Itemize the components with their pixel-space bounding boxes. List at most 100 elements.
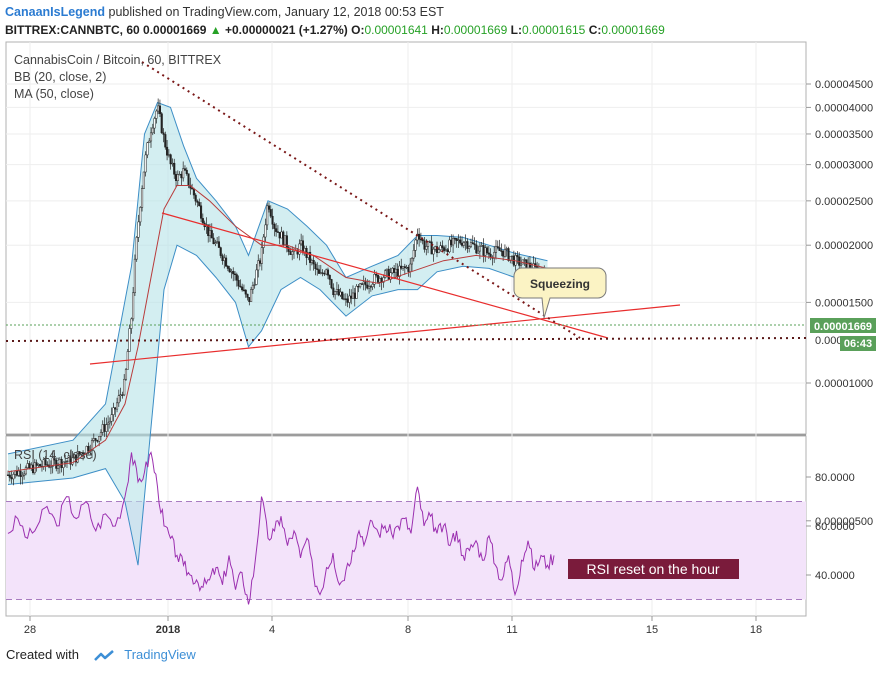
candle-body — [409, 263, 412, 272]
price-pane-frame — [5, 41, 807, 435]
x-tick-label: 15 — [646, 624, 658, 636]
descending-trendline[interactable] — [161, 212, 609, 339]
tradingview-cloud-icon — [93, 649, 114, 661]
candle-body — [384, 270, 387, 278]
candle-body — [326, 269, 330, 276]
candle-body — [298, 243, 301, 255]
candle-body — [405, 266, 408, 269]
candle-body — [183, 168, 187, 171]
y-tick-label: 0.00001000 — [815, 378, 873, 390]
candle-body — [12, 474, 15, 480]
candle-body — [8, 474, 11, 478]
candle-body — [460, 242, 464, 246]
ma-legend[interactable]: MA (50, close) — [14, 87, 94, 101]
candle-body — [316, 268, 319, 270]
candle-body — [258, 260, 262, 264]
candle-body — [335, 289, 338, 292]
candle-body — [441, 245, 444, 248]
candle-body — [344, 298, 347, 300]
candle-body — [341, 291, 344, 300]
candle-body — [210, 230, 213, 239]
candle-body — [287, 247, 290, 252]
author-link[interactable]: CanaanIsLegend — [5, 5, 106, 19]
y-tick-label: 0.00003000 — [815, 160, 873, 172]
candle-body — [117, 395, 120, 404]
candle-body — [212, 237, 215, 245]
candle-body — [355, 285, 358, 299]
y-tick-label: 0.00002500 — [815, 196, 873, 208]
candle-body — [214, 242, 217, 245]
candle-body — [362, 281, 365, 285]
candle-body — [502, 250, 505, 257]
candle-body — [425, 246, 428, 250]
candle-body — [332, 287, 335, 296]
candle-body — [271, 215, 274, 225]
candle-body — [480, 245, 483, 247]
partial-axis-label: 0.000 — [815, 335, 843, 347]
candle-body — [500, 250, 503, 252]
candle-body — [253, 284, 256, 286]
candle-body — [57, 465, 60, 469]
candle-body — [192, 188, 195, 196]
rsi-note[interactable]: RSI reset on the hour — [568, 559, 739, 579]
candle-body — [153, 118, 156, 129]
chart-canvas[interactable]: 0.00000500 0.00001000 0.00001500 0.00002000… — [0, 0, 884, 640]
candle-body — [241, 286, 244, 291]
candle-body — [444, 249, 447, 251]
x-tick-label: 4 — [269, 624, 275, 636]
candle-body — [448, 239, 451, 253]
time-x-axis: 28 2018 4 8 11 15 18 — [24, 616, 762, 636]
candle-body — [178, 173, 181, 176]
dotted-support-line[interactable] — [5, 337, 807, 342]
candle-body — [337, 289, 340, 296]
candle-body — [423, 240, 426, 250]
candle-body — [216, 241, 219, 243]
y-tick-label: 0.00003500 — [815, 129, 873, 141]
candle-body — [503, 249, 506, 257]
candle-body — [239, 285, 242, 288]
bollinger-lower-line — [7, 244, 548, 566]
candle-body — [364, 281, 367, 286]
tradingview-link[interactable]: TradingView — [124, 647, 196, 662]
candle-body — [35, 462, 38, 466]
bb-legend[interactable]: BB (20, close, 2) — [14, 70, 106, 84]
candle-body — [393, 268, 396, 273]
low-label: L: — [510, 23, 522, 37]
publish-line: CanaanIsLegend published on TradingView.… — [5, 3, 665, 21]
candle-body — [137, 221, 140, 238]
candle-body — [407, 266, 410, 272]
candle-body — [171, 162, 174, 165]
candle-body — [149, 132, 153, 142]
candle-body — [155, 110, 158, 119]
candle-body — [76, 451, 79, 463]
candle-body — [309, 251, 312, 263]
candle-body — [300, 240, 303, 245]
candle-body — [37, 464, 40, 466]
price-tag — [810, 318, 876, 333]
candle-body — [266, 205, 269, 226]
squeezing-callout[interactable]: Squeezing — [513, 267, 607, 319]
candle-body — [482, 245, 485, 256]
candle-body — [434, 246, 437, 250]
candle-body — [53, 457, 56, 461]
candle-body — [511, 255, 514, 258]
candle-body — [208, 230, 212, 237]
x-tick-label: 18 — [750, 624, 762, 636]
candle-body — [457, 239, 460, 241]
candle-body — [133, 258, 136, 294]
candle-body — [494, 246, 498, 253]
candle-body — [487, 252, 490, 255]
rsi-legend[interactable]: RSI (14, close) — [14, 448, 97, 462]
candle-body — [453, 238, 456, 240]
y-tick-label: 0.00004500 — [815, 79, 873, 91]
candle-body — [226, 265, 229, 269]
candle-body — [49, 466, 52, 468]
dotted-resistance-line[interactable] — [141, 61, 581, 339]
candle-body — [496, 246, 499, 248]
candle-body — [160, 113, 163, 134]
candle-body — [196, 200, 199, 203]
candle-body — [108, 420, 111, 424]
ascending-trendline[interactable] — [89, 304, 681, 365]
candle-body — [110, 414, 113, 422]
price-change: +0.00000021 (+1.27%) — [225, 23, 348, 37]
